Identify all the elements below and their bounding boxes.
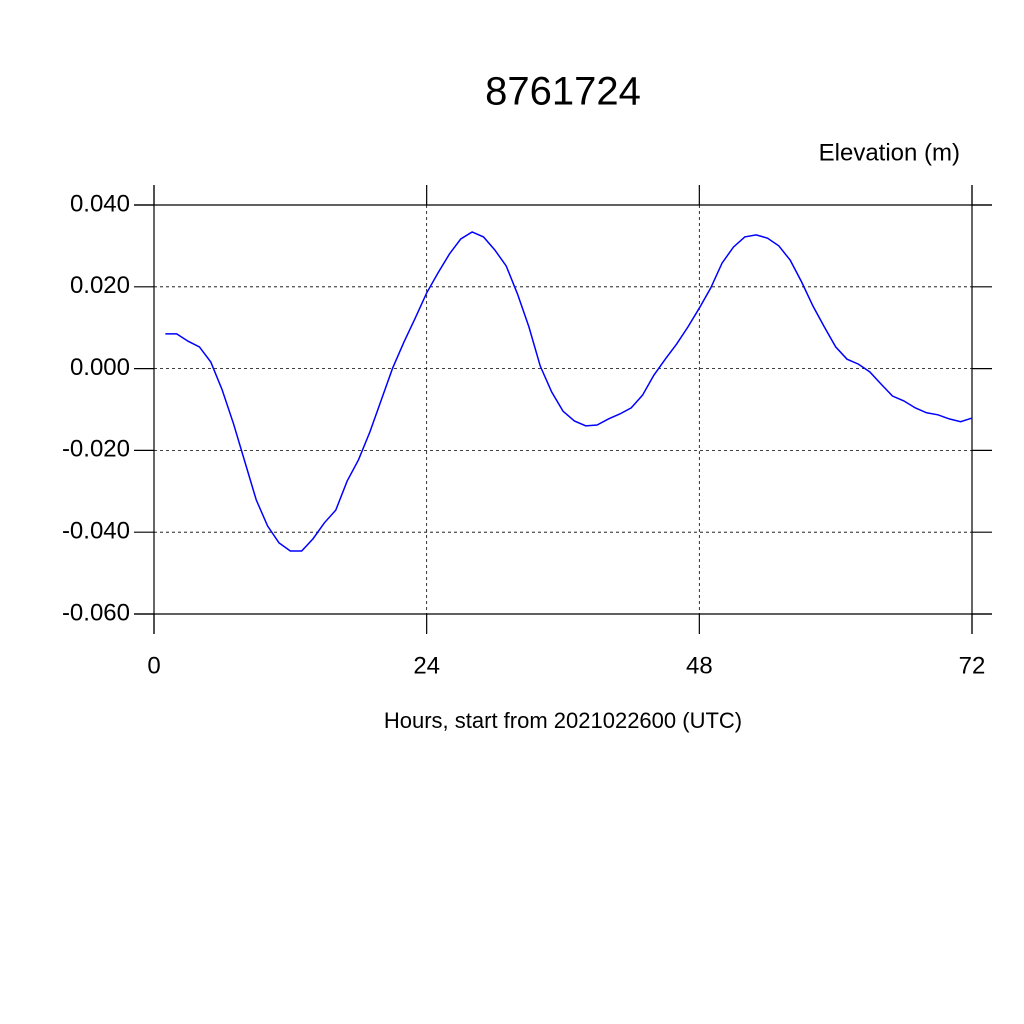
x-tick-label: 48 — [686, 652, 713, 679]
y-axis-label: Elevation (m) — [819, 139, 960, 166]
y-tick-label: 0.040 — [70, 190, 130, 217]
x-tick-label: 24 — [413, 652, 440, 679]
x-axis-label: Hours, start from 2021022600 (UTC) — [384, 708, 742, 733]
x-tick-label: 72 — [959, 652, 986, 679]
x-tick-label: 0 — [147, 652, 160, 679]
y-tick-label: 0.000 — [70, 354, 130, 381]
chart-title: 8761724 — [485, 70, 641, 114]
y-tick-label: 0.020 — [70, 272, 130, 299]
y-tick-label: -0.040 — [62, 518, 130, 545]
y-tick-label: -0.020 — [62, 436, 130, 463]
data-line — [165, 231, 973, 552]
y-tick-label: -0.060 — [62, 599, 130, 626]
